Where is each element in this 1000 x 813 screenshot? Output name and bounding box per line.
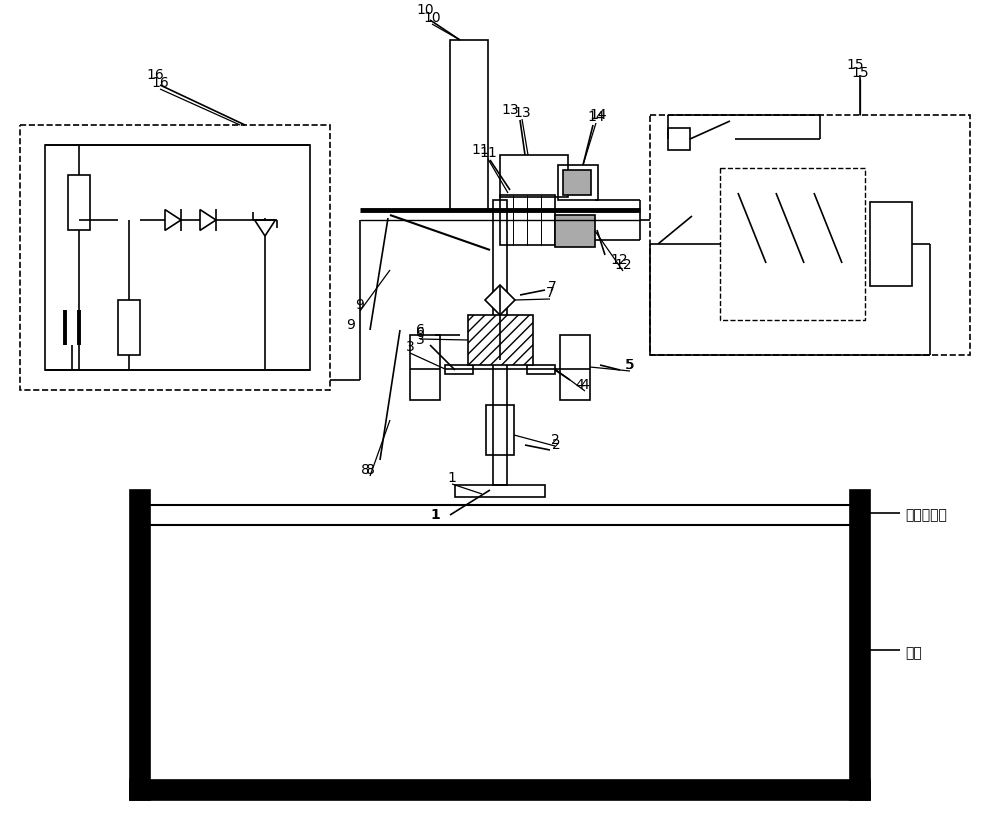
Text: 5: 5	[625, 358, 634, 372]
Bar	[500, 155, 568, 197]
Text: 5: 5	[626, 358, 634, 372]
Bar	[130, 490, 150, 800]
Text: 13: 13	[513, 106, 531, 120]
Bar	[68, 175, 90, 230]
Bar	[668, 128, 690, 150]
Polygon shape	[200, 210, 216, 230]
Bar	[850, 490, 870, 800]
Polygon shape	[165, 210, 181, 230]
Bar	[493, 200, 507, 485]
Text: 2: 2	[552, 438, 561, 452]
Bar	[500, 195, 555, 245]
Text: 4: 4	[581, 378, 589, 392]
Polygon shape	[485, 285, 515, 315]
Bar	[118, 300, 140, 355]
Text: 7: 7	[546, 286, 554, 300]
Bar	[560, 335, 590, 400]
Text: 10: 10	[416, 3, 434, 17]
Bar	[130, 780, 870, 800]
Text: 4: 4	[575, 378, 584, 392]
Text: 1: 1	[448, 471, 456, 485]
Bar	[563, 170, 591, 195]
Text: 地基: 地基	[905, 646, 922, 660]
Text: 6: 6	[416, 323, 424, 337]
Text: 10: 10	[423, 11, 441, 25]
Polygon shape	[255, 220, 275, 236]
Bar	[558, 165, 598, 200]
Text: 3: 3	[406, 340, 414, 354]
Text: 15: 15	[851, 66, 869, 80]
Text: 2: 2	[551, 433, 559, 447]
Text: 9: 9	[346, 318, 355, 332]
Text: 11: 11	[471, 143, 489, 157]
Text: 11: 11	[479, 146, 497, 160]
Bar	[527, 365, 555, 374]
Text: 1: 1	[430, 508, 440, 522]
Text: 16: 16	[151, 76, 169, 90]
Text: 8: 8	[366, 463, 374, 477]
Text: 水泥稳定层: 水泥稳定层	[905, 508, 947, 522]
Bar	[486, 405, 514, 455]
Text: 13: 13	[501, 103, 519, 117]
Text: 12: 12	[614, 258, 632, 272]
Bar	[870, 202, 912, 286]
Text: 6: 6	[416, 326, 424, 340]
Bar	[445, 365, 473, 374]
Bar	[45, 145, 310, 370]
Text: 9: 9	[356, 298, 364, 312]
Bar	[410, 335, 440, 400]
Bar	[555, 215, 595, 247]
Text: 16: 16	[146, 68, 164, 82]
Text: 3: 3	[416, 333, 424, 347]
Text: 14: 14	[589, 108, 607, 122]
Text: 8: 8	[361, 463, 370, 477]
Bar	[468, 315, 533, 365]
Text: 15: 15	[846, 58, 864, 72]
Text: 12: 12	[610, 253, 628, 267]
Bar	[450, 40, 488, 210]
Bar	[455, 485, 545, 497]
Text: 14: 14	[587, 110, 605, 124]
Text: 7: 7	[548, 280, 557, 294]
